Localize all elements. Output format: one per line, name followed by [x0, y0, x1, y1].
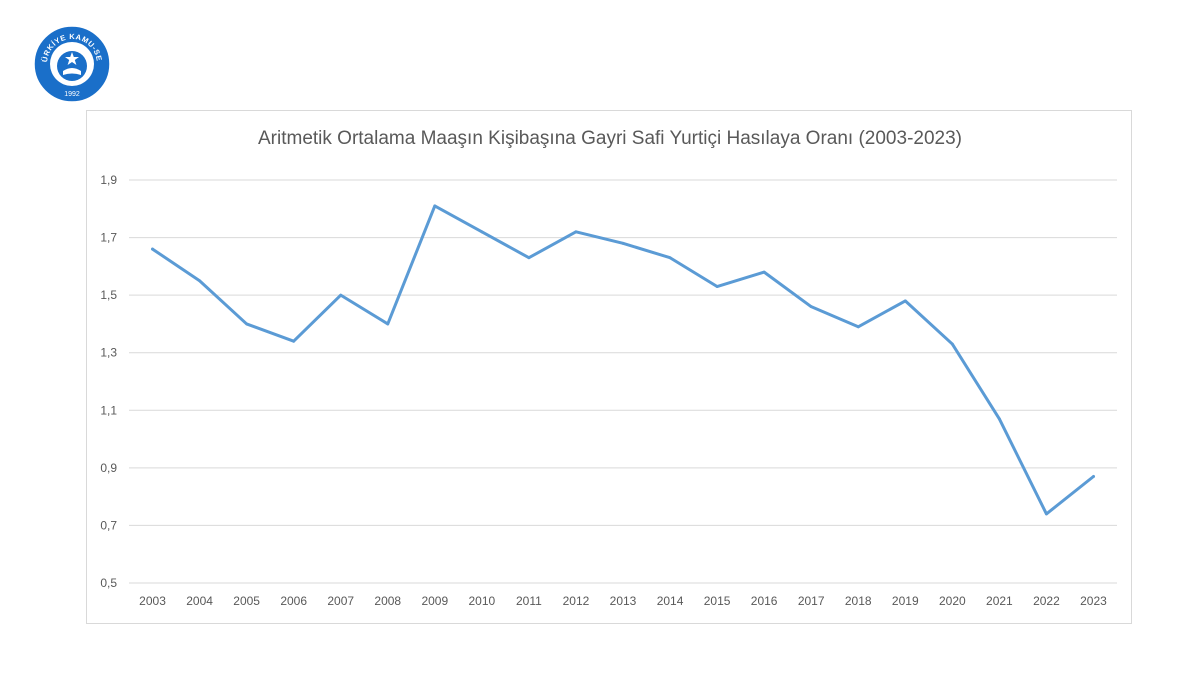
x-tick-label: 2006 [280, 594, 307, 608]
logo-year: 1992 [64, 91, 80, 98]
y-tick-label: 0,9 [100, 461, 117, 475]
data-point [715, 285, 719, 288]
data-point [809, 305, 813, 309]
y-tick-label: 1,5 [100, 288, 117, 302]
chart-area: Aritmetik Ortalama Maaşın Kişibaşına Gay… [86, 110, 1132, 624]
data-point [1045, 512, 1048, 516]
data-point [1092, 475, 1095, 478]
x-tick-label: 2004 [186, 594, 213, 608]
x-tick-label: 2017 [798, 594, 825, 608]
y-tick-label: 0,5 [100, 576, 117, 590]
series-layer [151, 204, 1095, 516]
data-point [903, 299, 907, 303]
x-tick-label: 2012 [563, 594, 590, 608]
y-tick-label: 1,1 [100, 403, 117, 417]
data-point [386, 322, 390, 326]
x-tick-label: 2011 [516, 594, 542, 608]
y-axis-ticks: 0,5 0,7 0,9 1,1 1,3 1,5 1,7 1,9 [100, 173, 117, 590]
data-point [997, 417, 1001, 421]
x-tick-label: 2021 [986, 594, 1013, 608]
data-point [433, 204, 437, 208]
data-point [245, 322, 249, 326]
x-tick-label: 2005 [233, 594, 260, 608]
data-point [151, 247, 154, 251]
y-tick-label: 1,7 [100, 231, 117, 245]
x-tick-label: 2023 [1080, 594, 1107, 608]
logo-emblem-icon [63, 68, 81, 75]
data-point [762, 270, 766, 274]
data-point [574, 230, 578, 234]
x-tick-label: 2022 [1033, 594, 1060, 608]
data-point [668, 256, 672, 260]
x-axis-ticks: 2003 2004 2005 2006 2007 2008 2009 2010 2011 2012… [139, 594, 1107, 608]
star-icon [65, 52, 79, 65]
x-tick-label: 2010 [469, 594, 496, 608]
x-tick-label: 2009 [421, 594, 448, 608]
kamu-sen-logo: TÜRKİYE KAMU-SEN 1992 [33, 25, 111, 103]
data-point [198, 279, 201, 283]
gridlines [129, 179, 1117, 584]
x-tick-label: 2016 [751, 594, 778, 608]
line-chart: Aritmetik Ortalama Maaşın Kişibaşına Gay… [100, 128, 1117, 608]
x-tick-label: 2008 [374, 594, 401, 608]
x-tick-label: 2007 [327, 594, 354, 608]
y-tick-label: 1,3 [100, 346, 117, 360]
x-tick-label: 2014 [657, 594, 684, 608]
x-tick-label: 2019 [892, 594, 919, 608]
y-tick-label: 1,9 [100, 173, 117, 187]
data-point [856, 325, 860, 329]
data-point [950, 342, 954, 346]
x-tick-label: 2020 [939, 594, 966, 608]
data-point [527, 256, 531, 260]
x-tick-label: 2018 [845, 594, 872, 608]
data-point [339, 293, 343, 297]
x-tick-label: 2013 [610, 594, 637, 608]
x-tick-label: 2015 [704, 594, 731, 608]
data-point [292, 339, 296, 343]
y-tick-label: 0,7 [100, 518, 117, 532]
data-point [480, 230, 484, 234]
data-point [621, 241, 625, 245]
x-tick-label: 2003 [139, 594, 166, 608]
chart-title: Aritmetik Ortalama Maaşın Kişibaşına Gay… [258, 128, 962, 149]
